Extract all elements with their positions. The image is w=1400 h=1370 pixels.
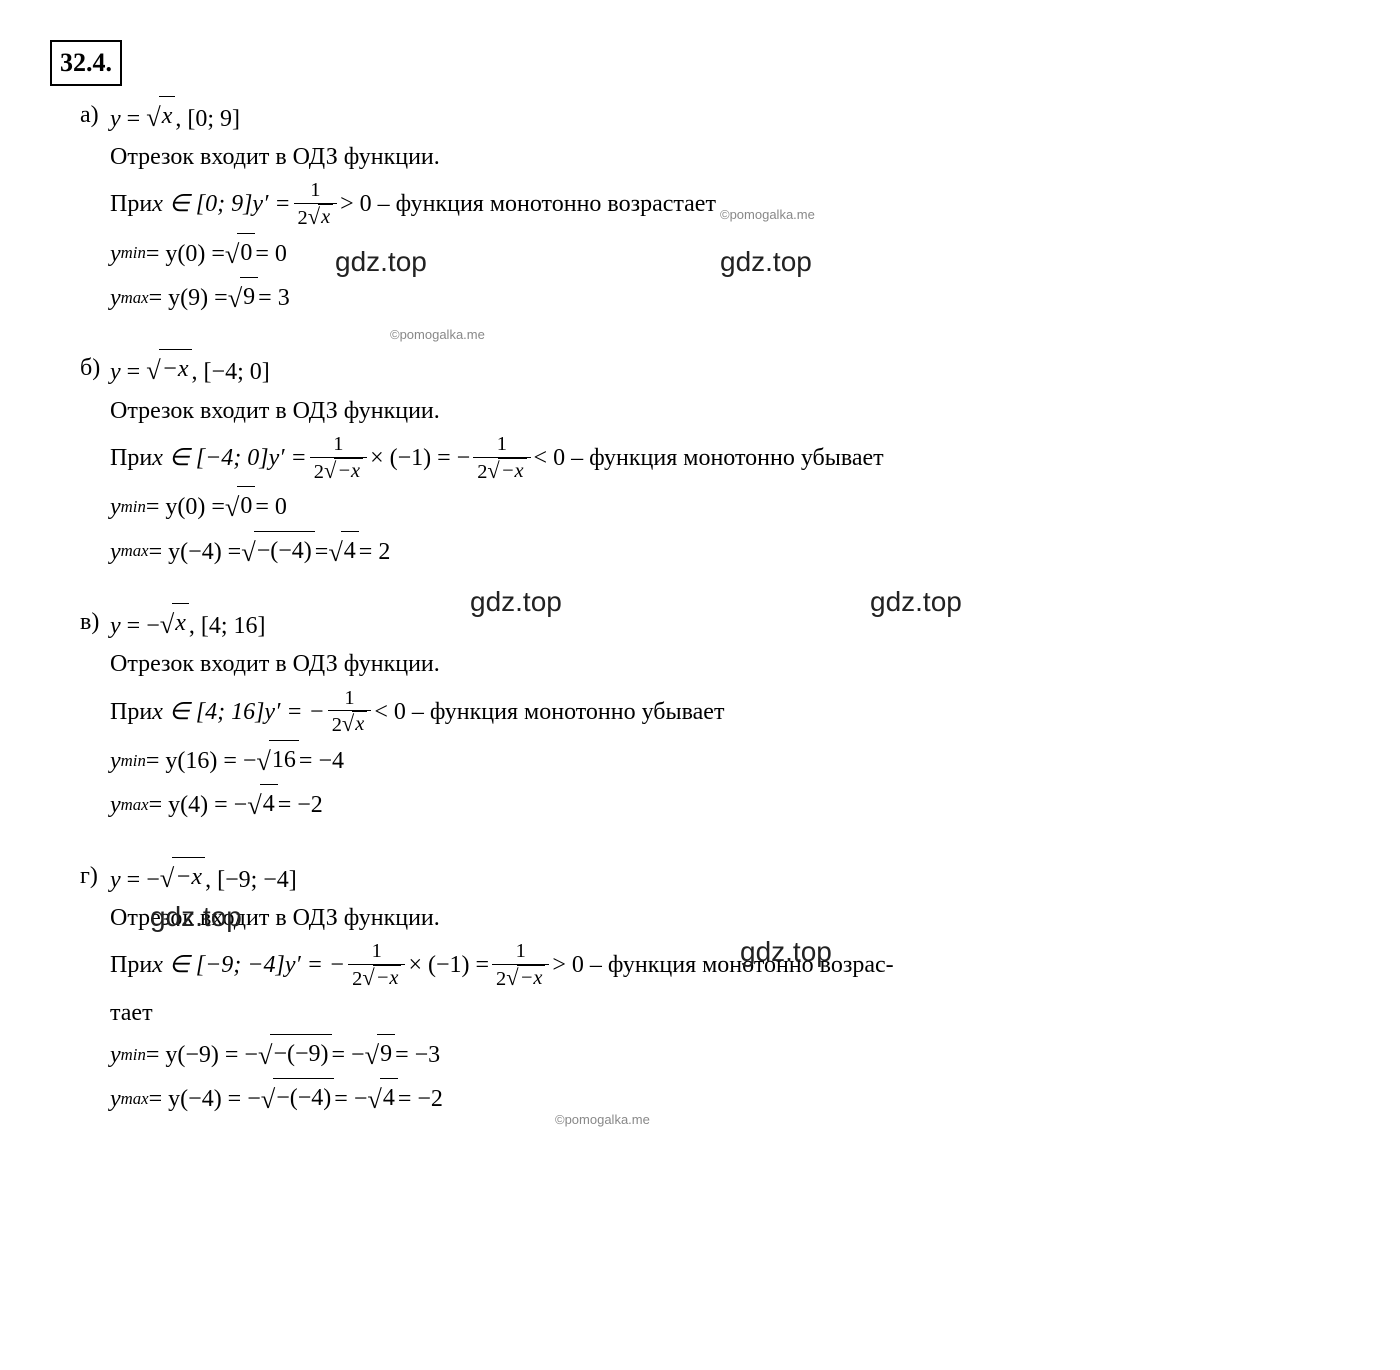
domain-text-d: Отрезок входит в ОДЗ функции. xyxy=(110,899,1350,937)
ymax-d: ymax = y(−4) = −√−(−4) = −√4 = −2 xyxy=(110,1078,1350,1120)
watermark-pomogalka: ©pomogalka.me xyxy=(390,325,485,346)
watermark-gdz: gdz.top xyxy=(335,240,427,285)
ymin-b: ymin = y(0) = √0 = 0 xyxy=(110,486,1350,528)
func-c: y = −√x, [4; 16] xyxy=(110,603,266,645)
watermark-gdz: gdz.top xyxy=(150,895,242,940)
ymin-c: ymin = y(16) = −√16 = −4 xyxy=(110,740,1350,782)
watermark-gdz: gdz.top xyxy=(740,930,832,975)
label-b: б) xyxy=(80,349,110,387)
watermark-pomogalka: ©pomogalka.me xyxy=(555,1110,650,1131)
watermark-gdz: gdz.top xyxy=(870,580,962,625)
func-a: y = √x, [0; 9] xyxy=(110,96,240,138)
deriv-d-cont: тает xyxy=(110,994,1350,1032)
watermark-gdz: gdz.top xyxy=(470,580,562,625)
ymax-b: ymax = y(−4) = √−(−4) = √4 = 2 xyxy=(110,531,1350,573)
label-c: в) xyxy=(80,603,110,641)
section-b: б) y = √−x, [−4; 0] Отрезок входит в ОДЗ… xyxy=(50,349,1350,573)
domain-text-c: Отрезок входит в ОДЗ функции. xyxy=(110,645,1350,683)
domain-text-b: Отрезок входит в ОДЗ функции. xyxy=(110,392,1350,430)
deriv-d: При x ∈ [−9; −4] y′ = − 12√−x × (−1) = 1… xyxy=(110,939,1350,991)
func-b: y = √−x, [−4; 0] xyxy=(110,349,270,391)
section-c: в) y = −√x, [4; 16] Отрезок входит в ОДЗ… xyxy=(50,603,1350,827)
deriv-c: При x ∈ [4; 16] y′ = − 12√x < 0 – функци… xyxy=(110,686,1350,738)
watermark-pomogalka: ©pomogalka.me xyxy=(720,205,815,226)
problem-number: 32.4. xyxy=(50,40,122,86)
watermark-gdz: gdz.top xyxy=(720,240,812,285)
label-a: а) xyxy=(80,96,110,134)
domain-text-a: Отрезок входит в ОДЗ функции. xyxy=(110,138,1350,176)
deriv-b: При x ∈ [−4; 0] y′ = 12√−x × (−1) = − 12… xyxy=(110,432,1350,484)
func-d: y = −√−x, [−9; −4] xyxy=(110,857,297,899)
label-d: г) xyxy=(80,857,110,895)
section-d: г) y = −√−x, [−9; −4] Отрезок входит в О… xyxy=(50,857,1350,1121)
section-a: а) y = √x, [0; 9] Отрезок входит в ОДЗ ф… xyxy=(50,96,1350,320)
ymin-d: ymin = y(−9) = −√−(−9) = −√9 = −3 xyxy=(110,1034,1350,1076)
ymax-c: ymax = y(4) = −√4 = −2 xyxy=(110,784,1350,826)
